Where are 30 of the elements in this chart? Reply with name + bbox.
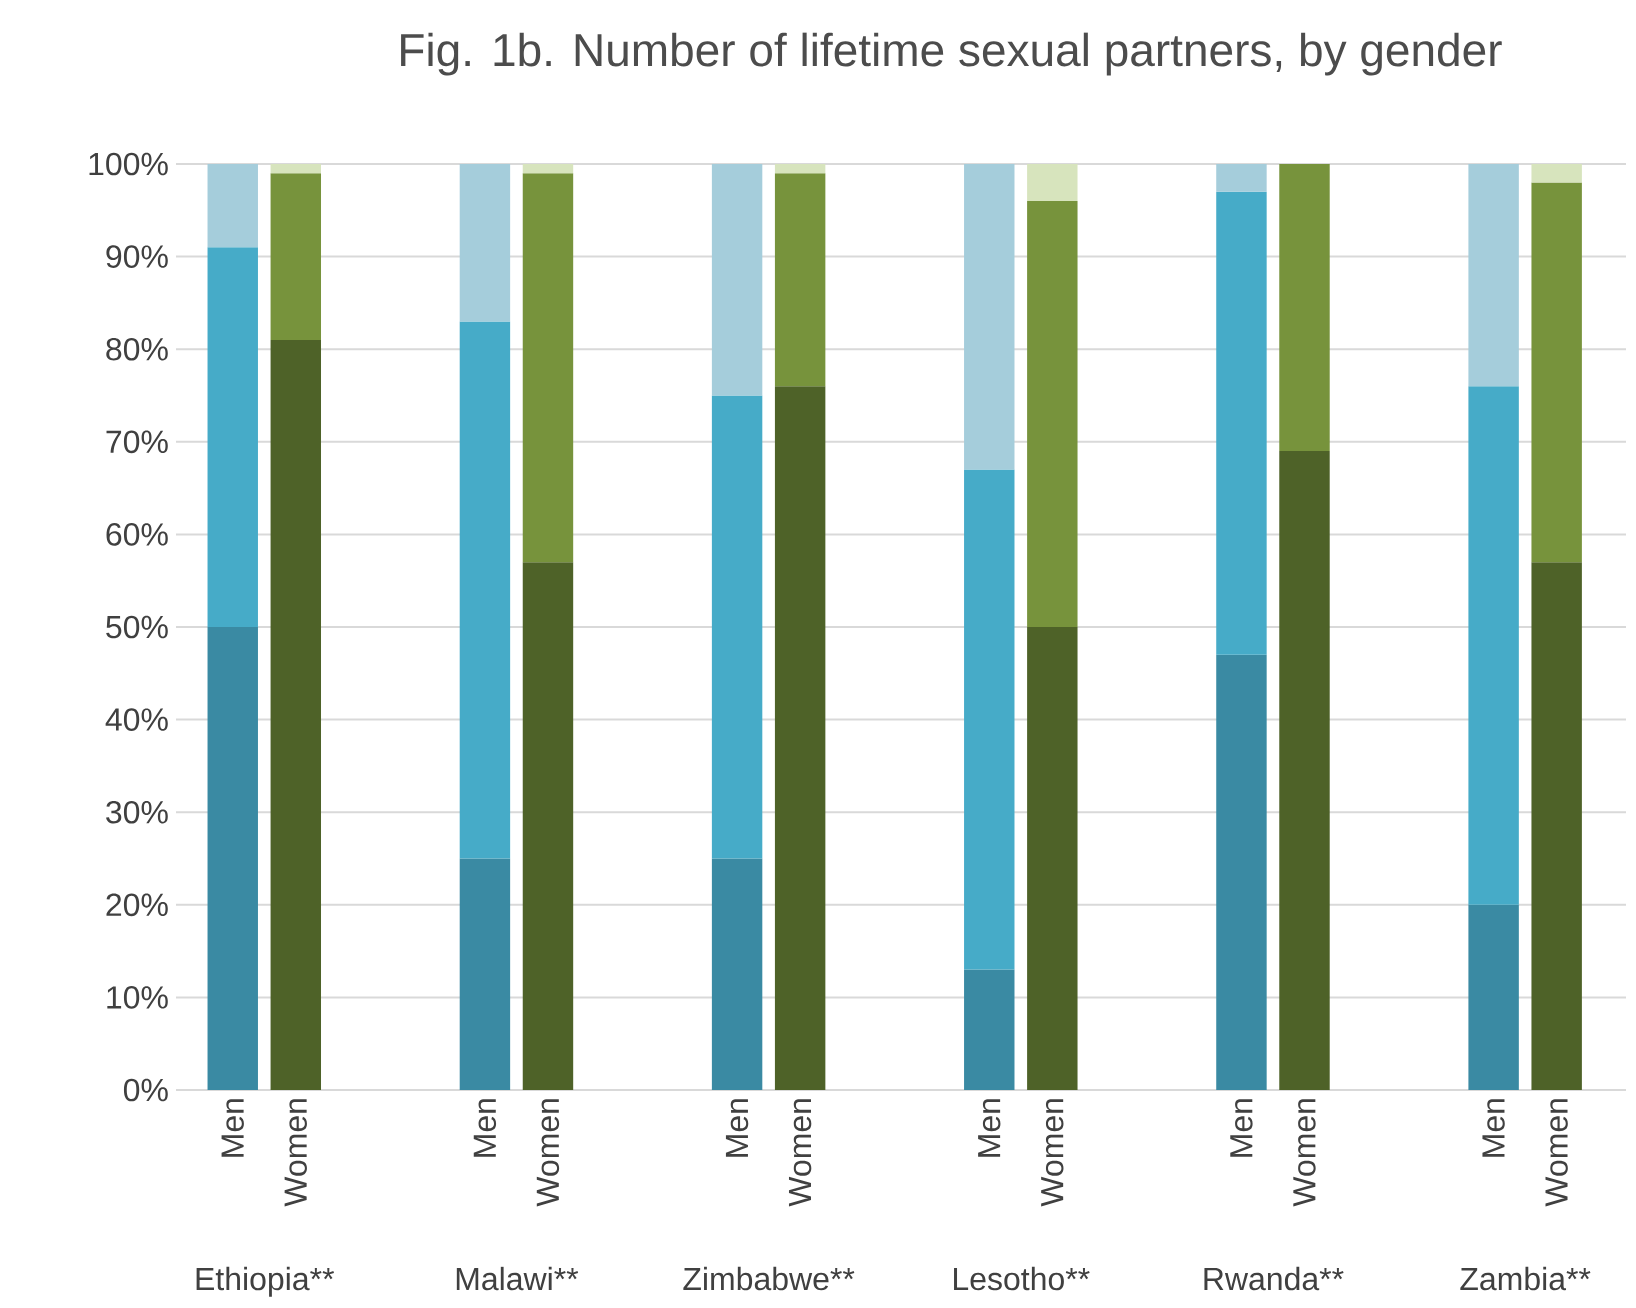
y-tick-label: 50% <box>106 615 168 639</box>
y-tick-label: 10% <box>107 986 168 1009</box>
x-tick-label: Men <box>725 1099 749 1157</box>
y-tick-label: 60% <box>106 523 168 546</box>
text: Zambia** <box>1460 1266 1591 1291</box>
x-tick-label: Women <box>1293 1099 1316 1207</box>
chart-title: Fig. 1b. Number of lifetime sexual partners, by gender <box>401 32 1502 76</box>
text: Zimbabwe** <box>683 1266 855 1291</box>
y-tick-label: 40% <box>105 708 168 731</box>
x-tick-label: Women <box>788 1099 812 1207</box>
x-tick-label: Women <box>1041 1099 1064 1207</box>
text: Malawi** <box>456 1266 579 1291</box>
y-tick-label: 20% <box>106 893 168 917</box>
x-tick-label: Women <box>284 1099 307 1207</box>
x-tick-label: Men <box>1482 1099 1505 1157</box>
y-tick-label: 80% <box>106 337 168 361</box>
x-tick-label: Women <box>1545 1099 1568 1207</box>
x-tick-label: Men <box>221 1099 244 1157</box>
x-tick-label: Women <box>536 1099 560 1207</box>
y-tick-label: 70% <box>106 430 168 454</box>
y-tick-label: 100% <box>89 152 168 176</box>
y-tick-label: 90% <box>106 245 168 268</box>
text: Lesotho** <box>954 1266 1090 1291</box>
y-tick-label: 30% <box>106 800 168 824</box>
y-tick-label: 0% <box>123 1078 168 1102</box>
x-tick-label: Men <box>1230 1099 1253 1157</box>
text: Ethiopia** <box>196 1266 335 1297</box>
x-tick-label: Men <box>473 1099 497 1157</box>
text: Rwanda** <box>1204 1266 1344 1291</box>
x-tick-label: Men <box>978 1099 1001 1157</box>
